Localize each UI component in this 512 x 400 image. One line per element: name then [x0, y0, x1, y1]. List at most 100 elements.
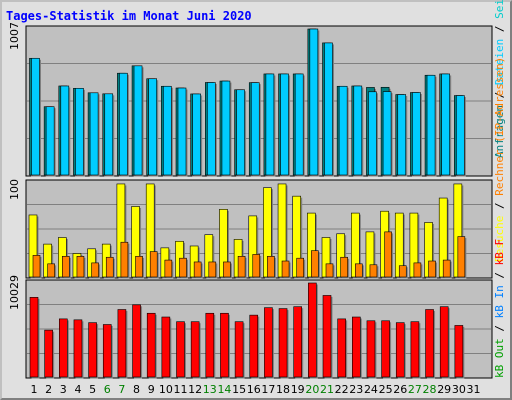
day-label-3: 3	[60, 383, 67, 396]
day-label-13: 13	[203, 383, 217, 396]
bar-dateien-day-25	[382, 91, 392, 176]
bar-dateien-day-27	[412, 92, 421, 176]
bar-kbf-day-29	[439, 306, 449, 378]
day-label-21: 21	[320, 383, 334, 396]
bar-rechner-day-6	[105, 256, 114, 278]
bar-kbf-day-23	[351, 316, 361, 378]
bar-dateien-day-14	[221, 80, 231, 176]
day-label-14: 14	[217, 383, 231, 396]
legend-bottom-part-1: /	[493, 318, 506, 338]
bar-kbf-day-9	[146, 312, 156, 378]
bar-dateien-day-6	[104, 93, 114, 176]
bar-kbf-day-14	[220, 312, 229, 378]
bar-rechner-day-27	[413, 262, 422, 278]
day-label-23: 23	[349, 383, 363, 396]
day-label-6: 6	[104, 383, 111, 396]
bar-dateien-day-20	[309, 28, 319, 176]
bar-rechner-day-17	[267, 256, 275, 278]
day-label-9: 9	[148, 383, 155, 396]
bar-dateien-day-30	[456, 95, 465, 176]
day-label-19: 19	[291, 383, 305, 396]
middle-max-label: 100	[8, 179, 21, 200]
bar-dateien-day-4	[75, 87, 84, 176]
day-label-27: 27	[408, 383, 422, 396]
bar-dateien-day-16	[250, 82, 260, 176]
bar-rechner-day-26	[398, 265, 407, 278]
legend-top-part-1: /	[493, 85, 506, 105]
bar-kbf-day-5	[88, 322, 97, 378]
bar-rechner-day-24	[369, 264, 378, 278]
day-label-28: 28	[423, 383, 437, 396]
bar-dateien-day-3	[60, 85, 70, 176]
bar-rechner-day-9	[149, 251, 158, 278]
day-label-16: 16	[247, 383, 261, 396]
day-label-20: 20	[305, 383, 319, 396]
day-label-30: 30	[452, 383, 466, 396]
legend-middle-part-2: Rechner (IP-Adressen)	[493, 57, 506, 196]
day-label-26: 26	[393, 383, 407, 396]
bar-rechner-day-16	[252, 254, 261, 278]
bar-kbf-day-12	[190, 321, 200, 378]
bar-dateien-day-5	[89, 92, 99, 176]
bar-kbf-day-6	[102, 324, 112, 378]
day-label-18: 18	[276, 383, 290, 396]
bar-rechner-day-11	[179, 257, 187, 278]
bar-rechner-day-20	[311, 250, 319, 278]
bar-kbf-day-30	[454, 325, 464, 378]
bar-dateien-day-7	[119, 72, 128, 176]
day-label-8: 8	[133, 383, 140, 396]
bar-dateien-day-28	[426, 74, 436, 176]
bar-dateien-day-2	[45, 106, 55, 176]
bar-dateien-day-23	[353, 85, 363, 176]
bar-rechner-day-30	[457, 236, 466, 278]
bottom-max-label: 10029	[8, 275, 21, 310]
bar-kbf-day-2	[44, 329, 53, 378]
bar-kbf-day-18	[278, 308, 288, 378]
legend-middle-part-1: /	[493, 196, 506, 216]
bar-dateien-day-19	[294, 73, 304, 176]
day-label-31: 31	[467, 383, 481, 396]
bar-rechner-day-29	[442, 259, 451, 278]
legend-top: Anfragen / Dateien / Seiten	[493, 0, 506, 158]
bar-dateien-day-18	[280, 73, 289, 176]
bar-kbf-day-25	[381, 320, 390, 378]
bar-rechner-day-13	[208, 261, 217, 278]
legend-top-part-3: /	[493, 19, 506, 39]
bar-dateien-day-26	[397, 94, 407, 176]
bar-rechner-day-18	[281, 260, 290, 278]
day-label-25: 25	[379, 383, 393, 396]
day-label-2: 2	[45, 383, 52, 396]
bar-rechner-day-25	[384, 231, 392, 278]
bar-rechner-day-7	[120, 241, 129, 278]
bar-kbf-day-16	[249, 314, 259, 378]
day-label-29: 29	[437, 383, 451, 396]
bar-kbf-day-13	[205, 312, 215, 378]
bar-kbf-day-15	[234, 321, 244, 378]
bar-rechner-day-22	[340, 256, 348, 278]
legend-top-part-0: Anfragen	[493, 105, 506, 158]
bar-dateien-day-13	[207, 82, 216, 176]
bar-dateien-day-1	[31, 57, 40, 176]
bar-kbf-day-7	[117, 309, 127, 378]
bar-kbf-day-28	[425, 309, 434, 378]
bar-kbf-day-1	[29, 297, 39, 378]
bar-rechner-day-19	[296, 257, 305, 278]
bar-dateien-day-8	[133, 65, 143, 176]
day-label-12: 12	[188, 383, 202, 396]
day-label-1: 1	[31, 383, 38, 396]
legend-middle: Besuche / Rechner (IP-Adressen)	[493, 57, 506, 262]
bar-rechner-day-10	[164, 259, 173, 278]
bars	[28, 28, 467, 379]
legend-bottom-part-2: kB In	[493, 285, 506, 318]
day-label-5: 5	[89, 383, 96, 396]
bar-kbf-day-26	[395, 322, 405, 378]
bar-kbf-day-17	[264, 307, 273, 378]
legend-bottom-part-0: kB Out	[493, 338, 506, 378]
bar-kbf-day-27	[410, 321, 420, 378]
bar-rechner-day-1	[32, 255, 41, 278]
bar-kbf-day-20	[308, 282, 317, 378]
legend-top-part-2: Dateien	[493, 39, 506, 85]
bar-kbf-day-10	[161, 316, 171, 378]
bar-dateien-day-10	[163, 85, 172, 176]
legend-top-part-4: Seiten	[493, 0, 506, 19]
